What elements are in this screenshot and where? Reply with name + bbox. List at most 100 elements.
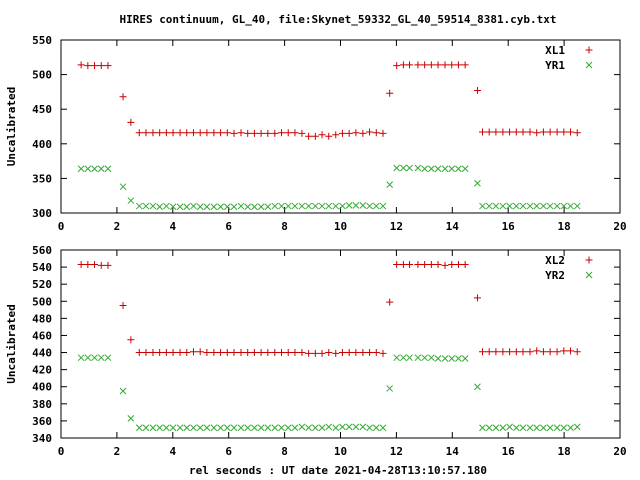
data-point-plus-marker xyxy=(546,348,554,356)
data-point-cross-marker xyxy=(291,202,299,210)
y-tick-label: 500 xyxy=(32,69,52,82)
data-point-cross-marker xyxy=(91,354,98,362)
data-point-cross-marker xyxy=(271,424,279,432)
x-tick-label: 10 xyxy=(334,445,347,458)
data-point-plus-marker xyxy=(553,348,561,356)
data-point-plus-marker xyxy=(399,61,407,69)
data-point-plus-marker xyxy=(345,129,353,137)
data-point-plus-marker xyxy=(492,348,500,356)
data-point-cross-marker xyxy=(183,424,191,432)
data-point-plus-marker xyxy=(461,261,469,269)
x-tick-label: 12 xyxy=(390,445,403,458)
x-tick-label: 6 xyxy=(225,220,232,233)
data-point-cross-marker xyxy=(119,387,127,395)
data-point-cross-marker xyxy=(318,424,326,432)
data-point-cross-marker xyxy=(441,165,449,173)
data-point-plus-marker xyxy=(127,336,135,344)
data-point-plus-marker xyxy=(318,131,326,139)
data-point-plus-marker xyxy=(217,129,225,137)
data-point-cross-marker xyxy=(533,202,541,210)
data-point-plus-marker xyxy=(291,129,299,137)
data-point-plus-marker xyxy=(223,129,231,137)
data-point-cross-marker xyxy=(540,202,547,210)
data-point-cross-marker xyxy=(455,355,462,362)
data-point-plus-marker xyxy=(414,61,422,69)
x-tick-label: 16 xyxy=(502,445,516,458)
plot-frame xyxy=(60,39,621,214)
data-point-cross-marker xyxy=(149,424,157,432)
data-point-cross-marker xyxy=(386,385,394,392)
data-point-cross-marker xyxy=(573,202,581,210)
data-point-cross-marker xyxy=(305,424,312,432)
data-point-cross-marker xyxy=(190,202,197,210)
data-point-cross-marker xyxy=(485,202,493,210)
data-point-cross-marker xyxy=(345,423,353,431)
data-point-cross-marker xyxy=(156,424,164,432)
data-point-cross-marker xyxy=(499,202,507,210)
data-point-cross-marker xyxy=(278,424,285,432)
data-point-plus-marker xyxy=(244,349,252,357)
data-point-plus-marker xyxy=(427,61,435,69)
data-point-cross-marker xyxy=(441,355,449,362)
data-point-plus-marker xyxy=(573,129,581,137)
data-point-plus-marker xyxy=(183,349,191,357)
data-point-cross-marker xyxy=(448,355,456,362)
data-point-plus-marker xyxy=(284,129,292,137)
data-point-plus-marker xyxy=(366,349,374,357)
data-point-plus-marker xyxy=(379,349,387,357)
data-point-cross-marker xyxy=(298,202,306,210)
data-point-plus-marker xyxy=(352,129,360,137)
data-point-cross-marker xyxy=(406,164,413,172)
data-point-cross-marker xyxy=(573,423,581,431)
data-point-plus-marker xyxy=(305,349,313,357)
data-point-plus-marker xyxy=(441,261,449,269)
data-point-cross-marker xyxy=(474,179,481,187)
data-point-cross-marker xyxy=(97,354,105,362)
data-point-plus-marker xyxy=(77,261,85,269)
data-point-plus-marker xyxy=(454,261,462,269)
data-point-plus-marker xyxy=(406,261,414,269)
data-point-plus-marker xyxy=(104,62,112,70)
data-point-plus-marker xyxy=(567,347,575,355)
data-point-cross-marker xyxy=(237,424,245,432)
data-point-plus-marker xyxy=(325,349,333,357)
y-tick-label: 400 xyxy=(32,381,52,394)
data-point-cross-marker xyxy=(567,424,574,432)
data-point-plus-marker xyxy=(237,349,245,357)
y-axis-label: Uncalibrated xyxy=(5,87,18,166)
data-point-cross-marker xyxy=(455,165,462,173)
data-point-cross-marker xyxy=(400,354,407,362)
data-point-cross-marker xyxy=(485,424,493,432)
data-point-plus-marker xyxy=(448,61,456,69)
data-point-plus-marker xyxy=(217,349,225,357)
data-point-cross-marker xyxy=(119,183,127,191)
data-point-cross-marker xyxy=(339,423,346,431)
data-point-plus-marker xyxy=(149,129,157,137)
data-point-plus-marker xyxy=(379,129,387,137)
data-point-plus-marker xyxy=(257,349,265,357)
data-point-plus-marker xyxy=(454,61,462,69)
data-point-plus-marker xyxy=(567,128,575,136)
legend-label: YR2 xyxy=(545,269,565,282)
data-point-plus-marker xyxy=(366,128,374,136)
legend-cross-marker xyxy=(585,271,593,279)
data-point-cross-marker xyxy=(311,424,319,432)
data-point-plus-marker xyxy=(338,129,346,137)
x-tick-label: 4 xyxy=(169,445,176,458)
data-point-plus-marker xyxy=(519,348,527,356)
data-point-plus-marker xyxy=(278,349,286,357)
data-point-cross-marker xyxy=(97,165,105,173)
y-tick-label: 460 xyxy=(32,329,52,342)
chart-title: HIRES continuum, GL_40, file:Skynet_5933… xyxy=(119,13,556,26)
data-point-cross-marker xyxy=(345,202,353,209)
data-point-plus-marker xyxy=(250,349,258,357)
data-point-plus-marker xyxy=(176,129,184,137)
data-point-cross-marker xyxy=(359,202,367,209)
data-point-cross-marker xyxy=(560,202,568,210)
x-tick-label: 14 xyxy=(446,445,460,458)
data-point-cross-marker xyxy=(325,202,333,210)
data-point-plus-marker xyxy=(478,128,486,136)
data-point-plus-marker xyxy=(284,349,292,357)
data-point-plus-marker xyxy=(332,131,340,139)
